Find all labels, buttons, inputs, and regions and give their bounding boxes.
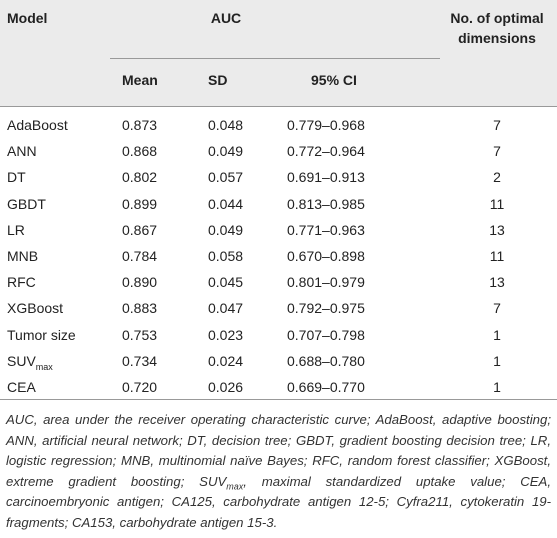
dimensions-cell: 7 bbox=[493, 300, 501, 317]
ci-cell: 0.813–0.985 bbox=[287, 195, 365, 212]
model-cell: RFC bbox=[7, 274, 36, 290]
mean-cell: 0.873 bbox=[122, 117, 158, 133]
ci-cell: 0.707–0.798 bbox=[287, 326, 365, 343]
model-cell: SUVmax bbox=[7, 352, 53, 372]
ci-cell: 0.779–0.968 bbox=[287, 117, 365, 133]
mean-cell: 0.868 bbox=[122, 143, 158, 160]
model-name: XGBoost bbox=[7, 300, 64, 317]
dimensions-cell: 1 bbox=[493, 352, 501, 369]
ci-header: 95% CI bbox=[311, 72, 357, 88]
model-name: ANN bbox=[7, 143, 37, 160]
dimensions-header-2: dimensions bbox=[458, 30, 536, 46]
model-header: Model bbox=[7, 10, 48, 26]
model-cell: LR bbox=[7, 222, 25, 238]
model-name: SUV bbox=[7, 352, 36, 369]
model-name: Tumor size bbox=[7, 326, 76, 343]
model-name: AdaBoost bbox=[7, 117, 68, 133]
model-cell: XGBoost bbox=[7, 300, 63, 316]
mean-cell: 0.867 bbox=[122, 221, 158, 238]
ci-cell: 0.771–0.963 bbox=[287, 221, 365, 238]
dimensions-cell: 1 bbox=[493, 326, 501, 343]
model-cell: Tumor size bbox=[7, 327, 76, 343]
sd-cell: 0.026 bbox=[208, 379, 244, 395]
model-cell: AdaBoost bbox=[7, 117, 68, 133]
model-name: DT bbox=[7, 169, 26, 186]
model-cell: ANN bbox=[7, 143, 37, 159]
model-cell: MNB bbox=[7, 248, 38, 264]
dimensions-header-1: No. of optimal bbox=[450, 10, 544, 26]
footnote-subscript: max bbox=[226, 481, 244, 492]
footnote: AUC, area under the receiver operating c… bbox=[6, 410, 551, 533]
mean-cell: 0.720 bbox=[122, 379, 158, 395]
sd-cell: 0.057 bbox=[208, 169, 244, 186]
sd-cell: 0.045 bbox=[208, 274, 244, 291]
model-cell: GBDT bbox=[7, 196, 46, 212]
auc-rule bbox=[110, 58, 440, 59]
sd-cell: 0.048 bbox=[208, 117, 244, 133]
dimensions-cell: 11 bbox=[489, 248, 505, 264]
model-name: RFC bbox=[7, 274, 36, 291]
header-rule bbox=[0, 106, 557, 107]
ci-cell: 0.688–0.780 bbox=[287, 352, 365, 369]
sd-cell: 0.044 bbox=[208, 195, 244, 212]
model-name: GBDT bbox=[7, 195, 46, 212]
sd-cell: 0.023 bbox=[208, 326, 244, 343]
model-subscript: max bbox=[35, 361, 53, 372]
sd-header: SD bbox=[208, 72, 228, 88]
model-name: LR bbox=[7, 221, 25, 238]
model-name: CEA bbox=[7, 379, 36, 395]
sd-cell: 0.058 bbox=[208, 248, 244, 264]
ci-cell: 0.670–0.898 bbox=[287, 248, 365, 264]
ci-cell: 0.772–0.964 bbox=[287, 143, 365, 160]
header-background bbox=[0, 0, 557, 106]
mean-cell: 0.890 bbox=[122, 274, 158, 291]
bottom-rule bbox=[0, 399, 557, 400]
ci-cell: 0.801–0.979 bbox=[287, 274, 365, 291]
mean-cell: 0.784 bbox=[122, 248, 158, 264]
mean-cell: 0.802 bbox=[122, 169, 158, 186]
mean-cell: 0.899 bbox=[122, 195, 158, 212]
dimensions-cell: 13 bbox=[489, 221, 505, 238]
footnote-text: AUC, area under the receiver operating c… bbox=[6, 412, 551, 489]
mean-header: Mean bbox=[122, 72, 158, 88]
model-name: MNB bbox=[7, 248, 39, 264]
mean-cell: 0.753 bbox=[122, 326, 158, 343]
model-cell: DT bbox=[7, 169, 26, 185]
sd-cell: 0.024 bbox=[208, 352, 244, 369]
ci-cell: 0.792–0.975 bbox=[287, 300, 365, 317]
dimensions-cell: 1 bbox=[493, 379, 501, 395]
sd-cell: 0.049 bbox=[208, 143, 244, 160]
dimensions-cell: 2 bbox=[493, 169, 501, 186]
dimensions-cell: 11 bbox=[489, 195, 505, 212]
mean-cell: 0.883 bbox=[122, 300, 158, 317]
sd-cell: 0.049 bbox=[208, 221, 244, 238]
dimensions-cell: 13 bbox=[489, 274, 505, 291]
sd-cell: 0.047 bbox=[208, 300, 244, 317]
ci-cell: 0.691–0.913 bbox=[287, 169, 365, 186]
ci-cell: 0.669–0.770 bbox=[287, 379, 365, 395]
dimensions-cell: 7 bbox=[493, 143, 501, 160]
model-cell: CEA bbox=[7, 379, 36, 395]
auc-header: AUC bbox=[210, 10, 242, 26]
footnote-text: , maximal standardized uptake value; CEA… bbox=[6, 473, 551, 530]
dimensions-cell: 7 bbox=[493, 117, 501, 133]
mean-cell: 0.734 bbox=[122, 352, 158, 369]
